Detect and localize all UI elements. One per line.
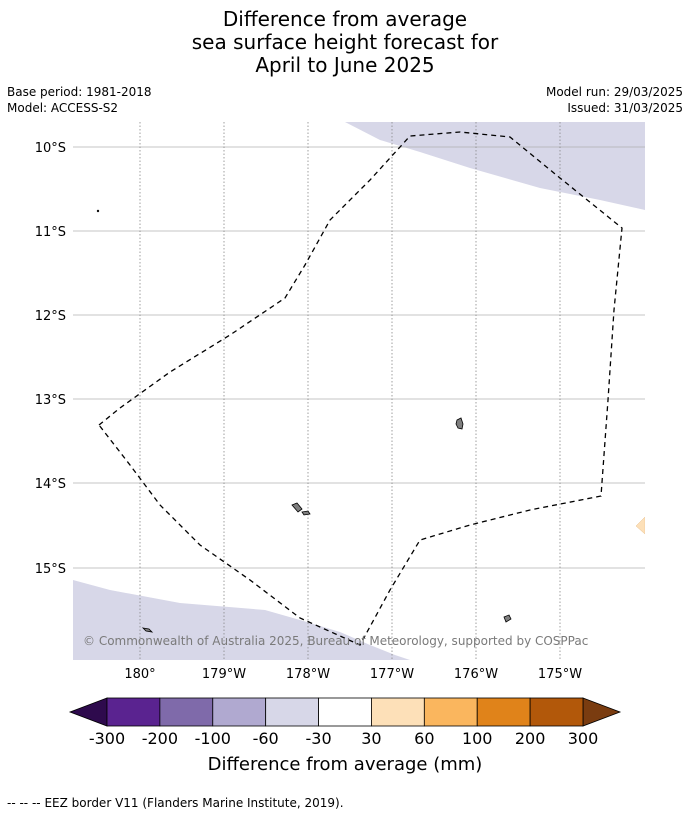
anomaly-region-negative-north xyxy=(345,122,645,210)
island-futuna xyxy=(291,502,303,513)
lon-label-179w: 179°W xyxy=(202,667,246,682)
map-background xyxy=(73,122,645,660)
base-period-text: Base period: 1981-2018 xyxy=(7,85,152,99)
lon-label-175w: 175°W xyxy=(538,667,582,682)
legend-eez: -- -- -- EEZ border V11 (Flanders Marine… xyxy=(7,796,344,810)
colorbar-tick-label: -300 xyxy=(89,729,125,748)
colorbar-tick-label: 200 xyxy=(515,729,546,748)
lon-label-176w: 176°W xyxy=(454,667,498,682)
latitude-gridlines xyxy=(73,146,645,569)
map-title: Difference from average sea surface heig… xyxy=(0,8,690,77)
eez-legend-text: EEZ border V11 (Flanders Marine Institut… xyxy=(44,796,344,810)
colorbar-extend-min xyxy=(68,697,108,727)
islet-north-west xyxy=(96,209,100,213)
lat-label-12s: 12°S xyxy=(35,309,66,324)
model-text: Model: ACCESS-S2 xyxy=(7,101,119,115)
anomaly-region-positive-east xyxy=(635,516,645,535)
colorbar-title: Difference from average (mm) xyxy=(208,754,483,775)
lat-label-14s: 14°S xyxy=(35,477,66,492)
colorbar-segment xyxy=(318,697,372,727)
colorbar-extend-max xyxy=(582,697,622,727)
anomaly-region-negative-south xyxy=(73,580,410,660)
issued-text: Issued: 31/03/2025 xyxy=(567,101,683,115)
eez-border xyxy=(98,131,623,646)
longitude-labels: 180° 179°W 178°W 177°W 176°W 175°W xyxy=(124,667,582,682)
title-line-1: Difference from average xyxy=(222,7,468,31)
colorbar: -300 -200 -100 -60 -30 30 60 100 200 300 xyxy=(68,697,622,748)
lat-label-10s: 10°S xyxy=(35,141,66,156)
colorbar-segment xyxy=(265,697,319,727)
island-south-west xyxy=(141,627,154,633)
map-field: © Commonwealth of Australia 2025, Bureau… xyxy=(73,122,645,660)
colorbar-segment xyxy=(529,697,584,727)
meta-right: Model run: 29/03/2025 Issued: 31/03/2025 xyxy=(546,84,683,116)
colorbar-segment xyxy=(371,697,425,727)
colorbar-tick-label: 100 xyxy=(462,729,493,748)
colorbar-tick-label: -100 xyxy=(195,729,231,748)
colorbar-segment xyxy=(212,697,267,727)
colorbar-segment xyxy=(106,697,161,727)
meta-left: Base period: 1981-2018 Model: ACCESS-S2 xyxy=(7,84,152,116)
colorbar-tick-label: -60 xyxy=(253,729,279,748)
title-line-3: April to June 2025 xyxy=(255,53,435,77)
colorbar-segment xyxy=(476,697,531,727)
lon-label-178w: 178°W xyxy=(286,667,330,682)
latitude-labels: 10°S 11°S 12°S 13°S 14°S 15°S xyxy=(35,141,66,577)
island-south-east xyxy=(503,614,512,623)
lat-label-11s: 11°S xyxy=(35,225,66,240)
island-alofi xyxy=(301,510,311,516)
colorbar-tick-label: -200 xyxy=(142,729,178,748)
title-line-2: sea surface height forecast for xyxy=(191,30,499,54)
copyright-text: © Commonwealth of Australia 2025, Bureau… xyxy=(83,634,588,648)
lat-label-15s: 15°S xyxy=(35,562,66,577)
colorbar-segment xyxy=(423,697,478,727)
forecast-map: © Commonwealth of Australia 2025, Bureau… xyxy=(35,122,645,775)
model-run-text: Model run: 29/03/2025 xyxy=(545,85,683,99)
eez-legend-symbol: -- -- -- xyxy=(7,796,41,810)
colorbar-tick-label: 30 xyxy=(361,729,381,748)
colorbar-tick-label: -30 xyxy=(305,729,331,748)
colorbar-tick-label: 60 xyxy=(414,729,434,748)
lon-label-180: 180° xyxy=(124,667,155,682)
lon-label-177w: 177°W xyxy=(370,667,414,682)
island-wallis xyxy=(455,417,464,430)
islands xyxy=(96,209,512,633)
colorbar-tick-label: 300 xyxy=(568,729,599,748)
colorbar-segment xyxy=(159,697,214,727)
longitude-gridlines xyxy=(139,122,561,660)
lat-label-13s: 13°S xyxy=(35,393,66,408)
